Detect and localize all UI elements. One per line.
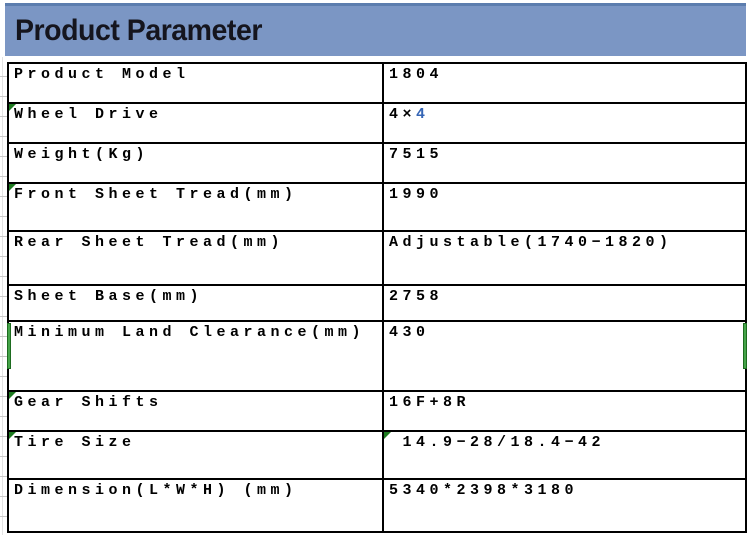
- param-label-cell: Weight(Kg): [9, 144, 384, 182]
- param-label-cell: Front Sheet Tread(mm): [9, 184, 384, 230]
- param-value-cell: 430: [384, 322, 745, 390]
- table-row: Product Model 1804: [9, 64, 745, 104]
- param-value-cell: 1990: [384, 184, 745, 230]
- param-label-text: Weight(Kg): [14, 146, 150, 163]
- modified-row-bar-right: [743, 323, 747, 369]
- param-label-cell: Product Model: [9, 64, 384, 102]
- error-flag-icon: [9, 104, 16, 111]
- table-row: Weight(Kg) 7515: [9, 144, 745, 184]
- param-value-text: 14.9−28/18.4−42: [389, 434, 606, 451]
- param-value-text: 2758: [389, 288, 444, 305]
- param-value-text: Adjustable(1740−1820): [389, 234, 673, 251]
- param-value-cell: 5340*2398*3180: [384, 480, 745, 531]
- table-row: Tire Size 14.9−28/18.4−42: [9, 432, 745, 480]
- param-value-text: 430: [389, 324, 430, 341]
- spreadsheet-gridline-margin: [0, 57, 7, 535]
- param-label-cell: Sheet Base(mm): [9, 286, 384, 320]
- param-label-text: Dimension(L*W*H) (mm): [14, 482, 298, 499]
- param-label-cell: Rear Sheet Tread(mm): [9, 232, 384, 284]
- error-flag-icon: [384, 432, 391, 439]
- param-label-cell: Wheel Drive: [9, 104, 384, 142]
- header-banner: Product Parameter: [5, 3, 746, 56]
- param-label-cell: Tire Size: [9, 432, 384, 478]
- param-value-cell: 4×4: [384, 104, 745, 142]
- param-value-text: 1804: [389, 66, 444, 83]
- param-value-text: 1990: [389, 186, 444, 203]
- param-label-text: Rear Sheet Tread(mm): [14, 234, 285, 251]
- table-row: Gear Shifts 16F+8R: [9, 392, 745, 432]
- table-row: Front Sheet Tread(mm) 1990: [9, 184, 745, 232]
- param-value-text: 4: [416, 106, 430, 123]
- param-label-text: Wheel Drive: [14, 106, 163, 123]
- param-value-cell: 16F+8R: [384, 392, 745, 430]
- param-label-text: Front Sheet Tread(mm): [14, 186, 298, 203]
- param-value-cell: 7515: [384, 144, 745, 182]
- param-value-cell: Adjustable(1740−1820): [384, 232, 745, 284]
- modified-row-bar-left: [7, 323, 11, 369]
- param-value-cell: 2758: [384, 286, 745, 320]
- param-label-text: Tire Size: [14, 434, 136, 451]
- table-row: Dimension(L*W*H) (mm) 5340*2398*3180: [9, 480, 745, 531]
- param-label-text: Product Model: [14, 66, 190, 83]
- product-parameter-table: Product Model 1804 Wheel Drive 4×4 Weight(Kg…: [7, 62, 747, 533]
- error-flag-icon: [9, 392, 16, 399]
- error-flag-icon: [9, 184, 16, 191]
- param-label-cell: Gear Shifts: [9, 392, 384, 430]
- page-title: Product Parameter: [15, 14, 262, 47]
- param-value-cell: 14.9−28/18.4−42: [384, 432, 745, 478]
- table-row: Minimum Land Clearance(mm) 430: [7, 322, 747, 392]
- param-value-text: 7515: [389, 146, 444, 163]
- param-value-text: 16F+8R: [389, 394, 471, 411]
- table-row: Sheet Base(mm) 2758: [9, 286, 745, 322]
- table-row: Wheel Drive 4×4: [9, 104, 745, 144]
- table-row: Rear Sheet Tread(mm) Adjustable(1740−1820…: [9, 232, 745, 286]
- param-value-text: 4×: [389, 106, 417, 123]
- param-label-text: Minimum Land Clearance(mm): [14, 324, 366, 341]
- param-label-text: Sheet Base(mm): [14, 288, 204, 305]
- param-label-text: Gear Shifts: [14, 394, 163, 411]
- param-label-cell: Minimum Land Clearance(mm): [9, 322, 384, 390]
- error-flag-icon: [9, 432, 16, 439]
- param-value-text: 5340*2398*3180: [389, 482, 579, 499]
- param-label-cell: Dimension(L*W*H) (mm): [9, 480, 384, 531]
- param-value-cell: 1804: [384, 64, 745, 102]
